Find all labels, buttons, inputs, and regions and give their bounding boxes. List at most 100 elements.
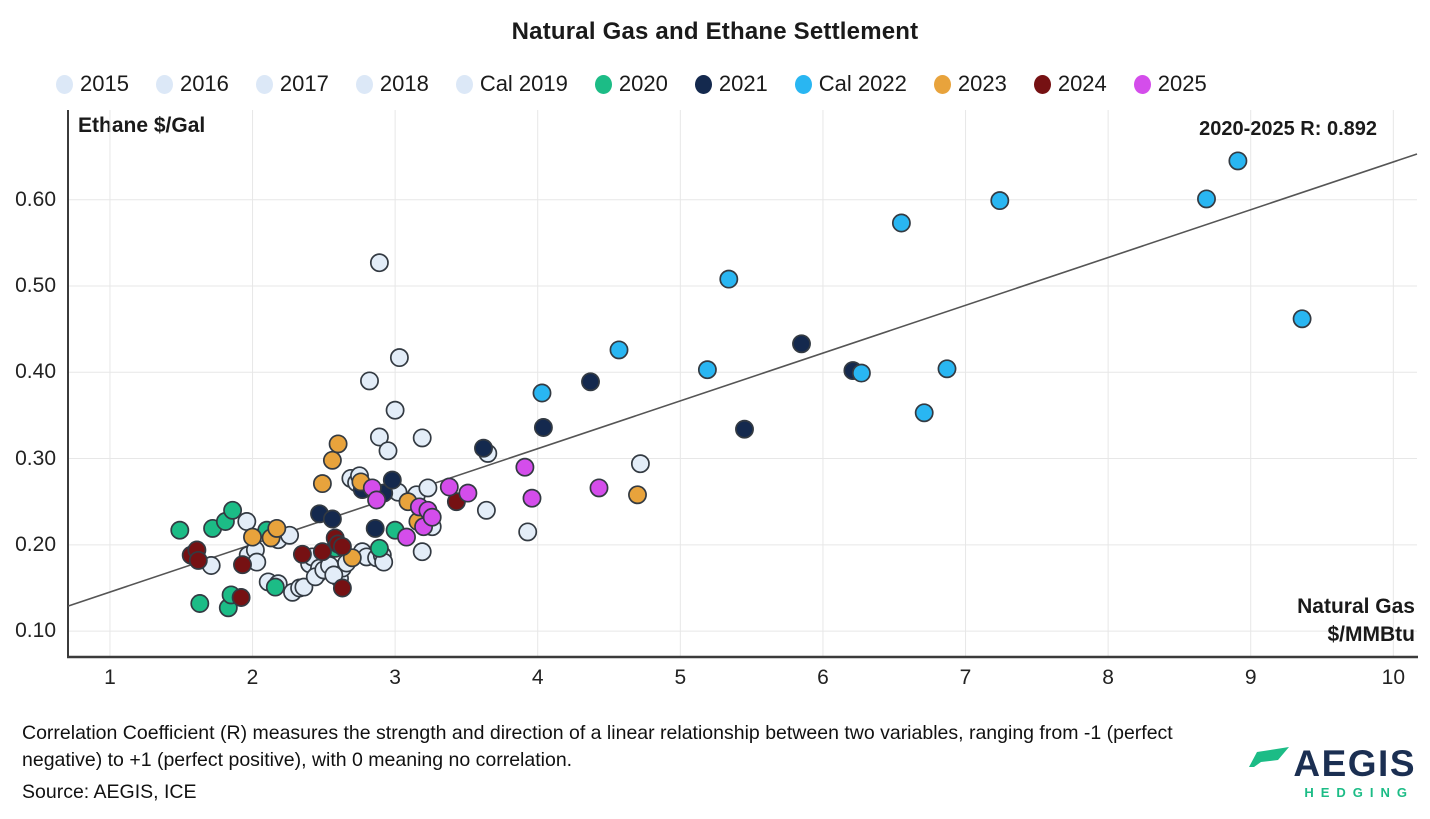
legend-label: 2024 (1057, 71, 1107, 96)
data-point-cal-2022 (914, 403, 934, 423)
x-tick-label: 3 (389, 666, 401, 689)
legend-marker-icon (355, 74, 373, 94)
data-point-cal-2022 (1197, 189, 1216, 209)
data-point-2020 (170, 520, 190, 540)
legend: 2015 2016 2017 2018 Cal 2019 2020 2021 Cal 2022… (56, 71, 1207, 97)
data-point-2023 (628, 485, 647, 505)
x-tick-label: 2 (246, 666, 259, 689)
legend-marker-icon (1033, 74, 1051, 94)
x-tick-label: 9 (1244, 666, 1257, 689)
data-point-2020 (223, 500, 243, 520)
data-point-2021 (735, 419, 754, 439)
legend-label: 2016 (179, 71, 229, 96)
legend-item-2021[interactable]: 2021 (694, 71, 768, 97)
legend-item-2025[interactable]: 2025 (1133, 71, 1207, 97)
data-point-2025 (367, 490, 387, 510)
legend-item-2017[interactable]: 2017 (255, 71, 329, 97)
data-point-cal-2022 (609, 340, 629, 360)
x-tick-label: 7 (959, 666, 972, 689)
data-point-2018 (385, 400, 405, 420)
legend-label: 2015 (80, 71, 129, 96)
legend-label: 2025 (1157, 71, 1207, 96)
legend-item-2020[interactable]: 2020 (594, 71, 668, 97)
data-point-2024 (332, 578, 352, 598)
legend-item-cal-2022[interactable]: Cal 2022 (794, 71, 907, 97)
data-point-2024 (233, 555, 252, 575)
data-point-2018 (369, 253, 389, 273)
data-point-2025 (458, 483, 478, 503)
legend-item-cal-2019[interactable]: Cal 2019 (455, 71, 568, 97)
data-point-2025 (589, 478, 609, 498)
logo-brand-text: AEGIS (1293, 743, 1416, 784)
data-point-2024 (292, 544, 312, 564)
data-point-cal-2022 (851, 363, 871, 383)
y-tick-label: 0.30 (15, 446, 56, 470)
data-point-2020 (190, 594, 210, 613)
data-point-cal-2022 (697, 360, 717, 380)
data-point-2023 (322, 450, 342, 470)
data-point-2023 (328, 434, 348, 454)
x-tick-label: 4 (531, 666, 544, 689)
aegis-logo-icon (1249, 747, 1290, 767)
data-point-2017 (369, 427, 389, 447)
data-point-2024 (332, 537, 352, 557)
legend-item-2024[interactable]: 2024 (1033, 71, 1107, 97)
chart-title: Natural Gas and Ethane Settlement (511, 18, 919, 45)
legend-marker-icon (933, 74, 951, 94)
data-point-2025 (522, 488, 542, 508)
legend-label: Cal 2019 (479, 71, 568, 96)
data-point-2023 (312, 474, 332, 494)
legend-label: 2018 (379, 71, 429, 96)
footnote: Correlation Coefficient (R) measures the… (22, 722, 1173, 771)
legend-marker-icon (594, 74, 612, 94)
legend-marker-icon (455, 74, 473, 94)
y-tick-label: 0.60 (15, 187, 56, 211)
data-point-cal-2019 (324, 565, 344, 585)
data-point-cal-2022 (532, 383, 552, 403)
legend-item-2023[interactable]: 2023 (933, 71, 1007, 97)
legend-item-2018[interactable]: 2018 (355, 71, 429, 97)
y-tick-label: 0.40 (15, 360, 56, 384)
data-point-2020 (265, 577, 285, 597)
data-point-2018 (518, 522, 538, 542)
data-point-cal-2022 (891, 213, 911, 233)
y-tick-label: 0.20 (15, 532, 56, 556)
data-point-2017 (378, 441, 398, 461)
x-tick-label: 5 (674, 666, 687, 689)
source-text: Source: AEGIS, ICE (22, 781, 197, 803)
data-point-2018 (476, 500, 496, 520)
logo-sub-text: HEDGING (1304, 785, 1414, 800)
data-point-2024 (312, 542, 332, 562)
data-point-2021 (533, 418, 553, 437)
x-axis-title: Natural Gas $/MMBtu (1297, 593, 1415, 649)
data-point-2023 (243, 527, 262, 547)
legend-item-2016[interactable]: 2016 (155, 71, 229, 97)
data-point-2024 (231, 588, 251, 607)
legend-marker-icon (155, 74, 173, 94)
data-point-cal-2022 (937, 359, 957, 379)
data-point-2025 (422, 507, 442, 527)
data-point-cal-2022 (1292, 309, 1312, 329)
data-point-2021 (792, 334, 811, 354)
data-point-2017 (418, 478, 438, 498)
data-point-2025 (397, 527, 416, 547)
legend-label: Cal 2022 (818, 71, 907, 96)
data-point-2015 (237, 512, 257, 531)
x-axis-title-line1: Natural Gas (1297, 595, 1415, 618)
legend-marker-icon (694, 74, 712, 94)
data-point-2023 (267, 518, 287, 538)
legend-label: 2023 (957, 71, 1007, 96)
aegis-logo: AEGIS HEDGING (1247, 743, 1416, 800)
x-tick-label: 10 (1381, 666, 1405, 689)
data-point-2021 (365, 518, 385, 538)
legend-label: 2017 (279, 71, 329, 96)
data-point-cal-2022 (1228, 151, 1248, 171)
legend-label: 2021 (718, 71, 768, 96)
data-point-2025 (515, 457, 535, 477)
data-point-2017 (412, 542, 432, 562)
legend-item-2015[interactable]: 2015 (56, 71, 129, 97)
x-tick-label: 8 (1102, 666, 1114, 689)
legend-marker-icon (1133, 74, 1151, 94)
